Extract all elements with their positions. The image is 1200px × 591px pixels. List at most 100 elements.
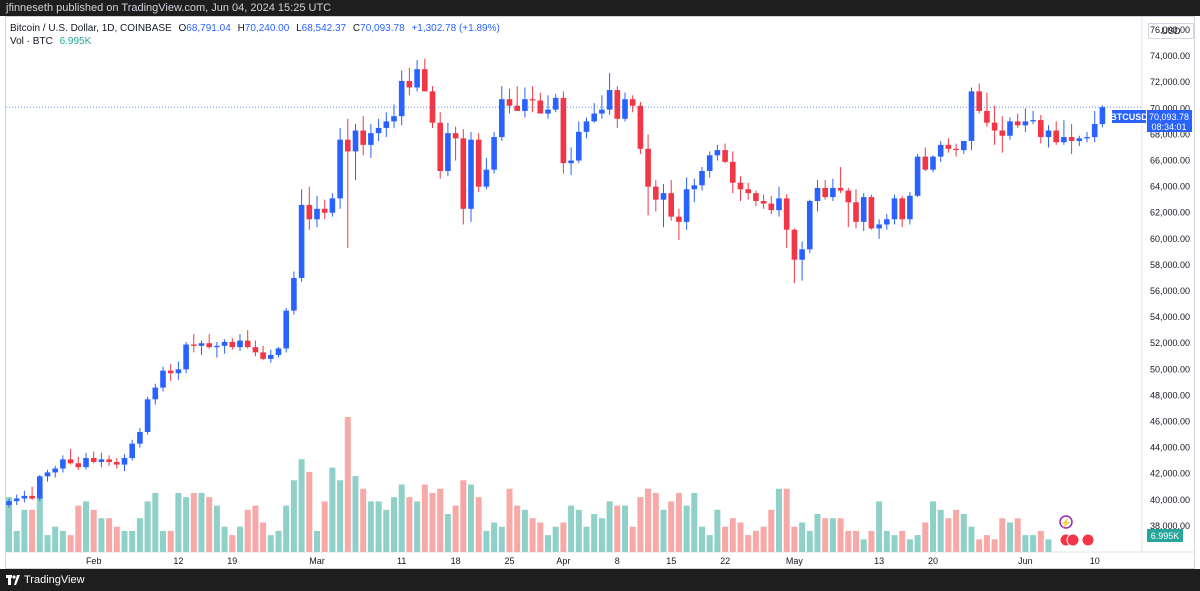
candle-body	[1076, 138, 1083, 141]
volume-tag-bg	[1147, 529, 1183, 542]
volume-bar	[106, 518, 113, 552]
footer-bar: TradingView	[0, 569, 1200, 591]
volume-bar	[437, 488, 444, 552]
candle-body	[614, 90, 621, 119]
y-tick-label: 42,000.00	[1150, 469, 1190, 479]
volume-bar	[321, 501, 328, 552]
candle-body	[1061, 137, 1067, 143]
volume-bar	[298, 459, 305, 552]
y-tick-label: 72,000.00	[1150, 77, 1190, 87]
volume-bar	[983, 535, 990, 552]
y-tick-label: 56,000.00	[1150, 286, 1190, 296]
candle-body	[1053, 130, 1059, 143]
volume-bar	[452, 505, 459, 552]
x-tick-label: Mar	[309, 556, 325, 566]
volume-bar	[113, 526, 120, 552]
price-tag-bg	[1147, 110, 1192, 132]
volume-bar	[360, 488, 367, 552]
volume-bar	[1022, 535, 1029, 552]
volume-bar	[914, 535, 921, 552]
candle-body	[922, 156, 929, 170]
volume-bar	[275, 530, 282, 552]
x-tick-label: 11	[397, 556, 406, 566]
x-tick-label: 18	[451, 556, 461, 566]
volume-bar	[406, 497, 413, 552]
candle-body	[853, 202, 859, 222]
candle-body	[191, 344, 197, 346]
volume-bar	[930, 501, 936, 552]
volume-bar	[36, 497, 43, 552]
event-markers[interactable]: ⚡	[1059, 515, 1095, 547]
volume-bar	[59, 530, 66, 552]
volume-bar	[44, 535, 51, 552]
volume-bar	[144, 501, 151, 552]
volume-bar	[398, 484, 405, 552]
us-flag-icon[interactable]	[1081, 533, 1095, 547]
candle-body	[329, 198, 336, 213]
last-price-tag: BTCUSD 70,093.78 08:34:01	[1110, 110, 1192, 132]
y-tick-label: 74,000.00	[1150, 51, 1190, 61]
candle-body	[814, 187, 821, 201]
tradingview-logo[interactable]: TradingView	[6, 569, 85, 591]
close-value: 70,093.78	[360, 23, 405, 34]
candle-body	[499, 99, 505, 138]
y-axis: 76,000.00 74,000.00 72,000.00 70,000.00 68,0…	[1150, 25, 1190, 531]
volume-bar	[506, 488, 513, 552]
volume-bar	[575, 509, 582, 552]
volume-bar	[383, 509, 390, 552]
change-value: +1,302.78 (+1.89%)	[411, 23, 500, 34]
candle-body	[545, 109, 551, 114]
candle-body	[460, 138, 467, 209]
low-value: 68,542.37	[301, 23, 347, 34]
us-flag-icon[interactable]	[1066, 533, 1080, 547]
open-label: O	[178, 23, 187, 34]
currency-button[interactable]: USD	[1148, 23, 1194, 39]
y-tick-label: 64,000.00	[1150, 182, 1190, 192]
candle-body	[214, 345, 220, 348]
candle-body	[745, 189, 751, 194]
x-tick-label: 15	[666, 556, 676, 566]
y-tick-label: 48,000.00	[1150, 390, 1190, 400]
volume-bar	[906, 539, 913, 552]
candle-body	[383, 121, 390, 128]
volume-bar	[845, 530, 852, 552]
y-tick-label: 46,000.00	[1150, 417, 1190, 427]
volume-bar	[683, 505, 690, 552]
split-event-icon[interactable]	[1059, 515, 1073, 529]
candle-body	[683, 189, 690, 222]
candle-body	[676, 216, 682, 222]
candle-body	[144, 399, 151, 432]
volume-bar	[953, 509, 960, 552]
candle-body	[114, 461, 120, 465]
candle-body	[1022, 121, 1029, 126]
volume-bar	[652, 492, 659, 552]
volume-bar	[899, 530, 906, 552]
y-tick-label: 62,000.00	[1150, 208, 1190, 218]
volume-bar	[822, 518, 829, 552]
volume-bar	[814, 514, 821, 552]
candle-body	[691, 185, 698, 190]
candle-body	[891, 198, 898, 220]
candle-body	[945, 144, 952, 149]
volume-bar	[1045, 539, 1052, 552]
volume-bar	[829, 518, 836, 552]
volume-bar	[491, 522, 498, 552]
candle-body	[514, 105, 520, 111]
brand-name: TradingView	[24, 574, 85, 586]
volume-bar	[560, 522, 567, 552]
volume-bar	[136, 518, 143, 552]
volume-bar	[776, 488, 782, 552]
candle-body	[375, 127, 382, 134]
y-tick-label: 66,000.00	[1150, 156, 1190, 166]
candle-body	[568, 160, 574, 164]
volume-bar	[129, 530, 136, 552]
candle-body	[121, 458, 128, 465]
candle-body	[67, 459, 74, 464]
volume-bar	[67, 535, 74, 552]
volume-bar	[352, 476, 359, 552]
volume-bar	[591, 514, 598, 552]
candle-body	[1099, 107, 1106, 125]
x-tick-label: Apr	[556, 556, 570, 566]
volume-bar	[768, 509, 775, 552]
candle-body	[37, 476, 43, 499]
